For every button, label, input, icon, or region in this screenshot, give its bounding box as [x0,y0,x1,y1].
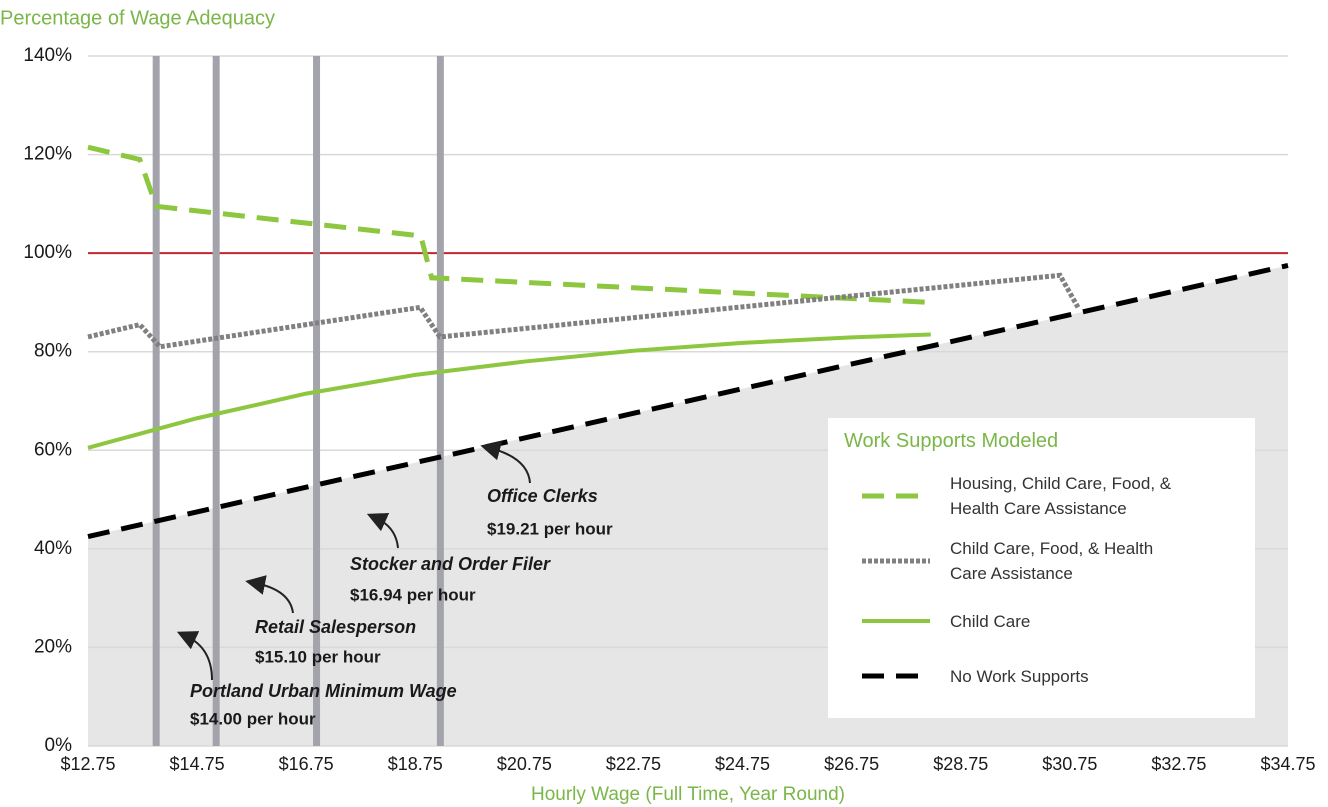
y-tick-label: 60% [34,439,72,460]
y-tick-label: 20% [34,636,72,657]
chart-title: Percentage of Wage Adequacy [0,7,275,29]
annotation-wage: $14.00 per hour [190,709,316,728]
annotation-wage: $16.94 per hour [350,585,476,604]
x-tick-label: $34.75 [1260,754,1315,774]
legend-swatch [862,673,930,679]
x-tick-label: $20.75 [497,754,552,774]
x-tick-label: $30.75 [1042,754,1097,774]
annotation-arrow [176,631,213,681]
y-tick-label: 100% [23,242,72,263]
y-tick-label: 0% [45,735,73,756]
legend-label: Housing, Child Care, Food, & Health Care… [950,474,1172,518]
x-tick-label: $28.75 [933,754,988,774]
x-axis-title: Hourly Wage (Full Time, Year Round) [531,784,845,805]
legend-label: Child Care, Food, & Health Care Assistan… [950,539,1154,583]
annotation-label: Stocker and Order Filer [350,554,551,574]
x-tick-label: $18.75 [388,754,443,774]
legend-entry: Child Care [828,593,1255,649]
annotation-label: Portland Urban Minimum Wage [190,681,457,701]
x-tick-label: $14.75 [170,754,225,774]
legend-swatch [862,619,930,623]
legend-label: Child Care [950,611,1031,631]
annotation-label: Retail Salesperson [255,617,416,637]
legend-title: Work Supports Modeled [844,430,1059,452]
annotation-arrow [480,440,531,484]
x-tick-label: $32.75 [1151,754,1206,774]
y-tick-label: 140% [23,45,72,66]
series-line [87,272,1081,350]
annotation-label: Office Clerks [487,486,598,506]
legend-entry: Housing, Child Care, Food, & Health Care… [828,468,1255,524]
legend-swatch [862,493,930,499]
annotation-arrow [245,575,294,614]
legend-label: No Work Supports [950,666,1089,686]
legend-swatch [862,558,930,564]
series-line [87,332,931,450]
legend-entry: Child Care, Food, & Health Care Assistan… [828,533,1255,589]
x-tick-label: $26.75 [824,754,879,774]
x-tick-label: $22.75 [606,754,661,774]
legend-entry: No Work Supports [828,648,1255,704]
y-tick-label: 120% [23,144,72,165]
y-tick-label: 80% [34,341,72,362]
annotation-wage: $15.10 per hour [255,647,381,666]
series-line [87,263,1289,539]
legend: Work Supports Modeled Housing, Child Car… [828,418,1255,718]
x-tick-label: $16.75 [279,754,334,774]
series-line [87,144,931,305]
x-tick-label: $12.75 [60,754,115,774]
annotation-arrow [366,512,399,549]
annotation-wage: $19.21 per hour [487,519,613,538]
x-tick-label: $24.75 [715,754,770,774]
y-tick-label: 40% [34,538,72,559]
